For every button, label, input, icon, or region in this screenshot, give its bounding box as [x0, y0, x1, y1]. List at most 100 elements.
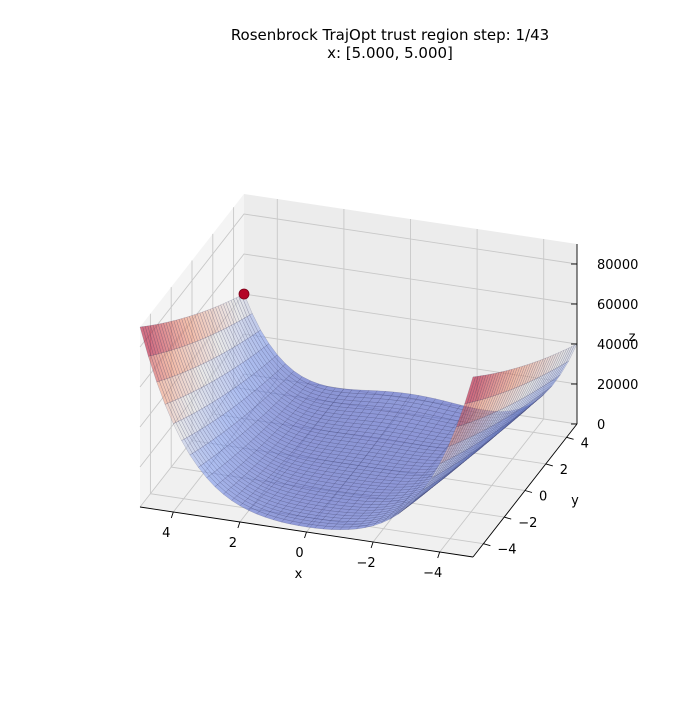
surface-patch — [505, 387, 518, 408]
surface-patch — [509, 413, 521, 425]
y-tick-label: −2 — [518, 516, 537, 531]
surface-patch — [291, 370, 303, 380]
surface-patch — [205, 336, 217, 359]
surface-patch — [314, 480, 327, 486]
surface-patch — [301, 495, 314, 501]
surface-patch — [307, 431, 319, 437]
y-axis-label: y — [571, 494, 579, 509]
surface-patch — [242, 360, 255, 377]
surface-patch — [328, 416, 341, 422]
surface-patch — [278, 463, 291, 470]
surface-patch — [417, 444, 430, 450]
surface-patch — [368, 448, 381, 454]
surface-patch — [193, 411, 206, 429]
surface-patch — [368, 436, 380, 442]
surface-patch — [402, 498, 414, 504]
surface-patch — [347, 415, 360, 420]
surface-patch — [331, 472, 343, 478]
y-tick — [483, 543, 491, 547]
surface-patch — [342, 481, 355, 487]
surface-patch — [366, 474, 379, 480]
surface-patch — [265, 477, 278, 485]
surface-patch — [406, 487, 419, 493]
surface-patch — [290, 486, 303, 492]
y-tick — [524, 490, 533, 493]
gridline-z — [139, 213, 578, 348]
surface-patch — [268, 486, 281, 493]
surface-patch — [208, 457, 220, 471]
surface-patch — [242, 340, 254, 358]
surface-patch — [394, 412, 407, 418]
surface-patch — [341, 459, 354, 465]
surface-patch — [444, 410, 456, 416]
y-tick-label: 0 — [539, 490, 547, 505]
surface-patch — [341, 399, 354, 405]
surface-patch — [486, 422, 498, 438]
surface-patch — [252, 333, 265, 350]
surface-patch — [370, 433, 383, 439]
surface-patch — [256, 447, 268, 457]
surface-patch — [549, 374, 561, 389]
surface-patch — [355, 524, 368, 530]
surface-patch — [355, 518, 368, 522]
surface-patch — [389, 510, 401, 517]
surface-patch — [239, 417, 251, 430]
surface-patch — [351, 493, 364, 498]
surface-patch — [357, 507, 370, 511]
surface-patch — [504, 401, 517, 419]
surface-patch — [308, 464, 321, 471]
surface-patch — [291, 437, 303, 444]
surface-patch — [397, 505, 409, 513]
surface-patch — [388, 470, 401, 475]
surface-patch — [311, 472, 324, 478]
surface-patch — [255, 499, 268, 507]
surface-patch — [430, 427, 443, 434]
surface-patch — [510, 384, 523, 405]
surface-patch — [394, 505, 406, 512]
surface-patch — [235, 466, 247, 477]
surface-patch — [407, 493, 419, 499]
surface-patch — [186, 435, 199, 452]
surface-patch — [277, 500, 290, 507]
surface-patch — [204, 424, 217, 440]
surface-patch — [236, 320, 248, 341]
surface-patch — [475, 428, 488, 445]
surface-patch — [405, 422, 418, 429]
surface-patch — [196, 429, 209, 446]
surface-patch — [326, 489, 339, 495]
surface-patch — [372, 520, 385, 526]
surface-patch — [352, 396, 365, 402]
surface-patch — [309, 416, 321, 422]
surface-patch — [544, 378, 556, 393]
surface-patch — [315, 432, 328, 439]
surface-patch — [315, 383, 328, 390]
surface-patch — [423, 449, 436, 454]
surface-patch — [378, 434, 391, 440]
surface-patch — [237, 450, 249, 461]
x-tick — [304, 531, 307, 539]
x-tick-label: 2 — [229, 536, 237, 551]
surface-patch — [337, 488, 349, 493]
surface-patch — [231, 497, 243, 507]
surface-patch — [275, 466, 288, 473]
surface-patch — [422, 426, 435, 432]
surface-patch — [345, 418, 357, 424]
surface-patch — [422, 476, 435, 491]
surface-patch — [536, 383, 548, 398]
surface-patch — [340, 505, 353, 510]
surface-patch — [299, 440, 311, 446]
trajectory-point — [238, 288, 250, 300]
surface-patch — [407, 446, 419, 452]
surface-patch — [408, 406, 420, 413]
surface-patch — [432, 450, 444, 455]
surface-patch — [509, 408, 521, 422]
surface-patch — [340, 448, 353, 454]
surface-patch — [198, 465, 210, 479]
surface-patch — [439, 445, 451, 465]
surface-patch — [531, 386, 543, 402]
surface-patch — [328, 475, 341, 481]
surface-patch — [383, 514, 396, 521]
surface-patch — [329, 486, 341, 492]
surface-patch — [477, 374, 489, 401]
surface-patch — [404, 461, 417, 466]
